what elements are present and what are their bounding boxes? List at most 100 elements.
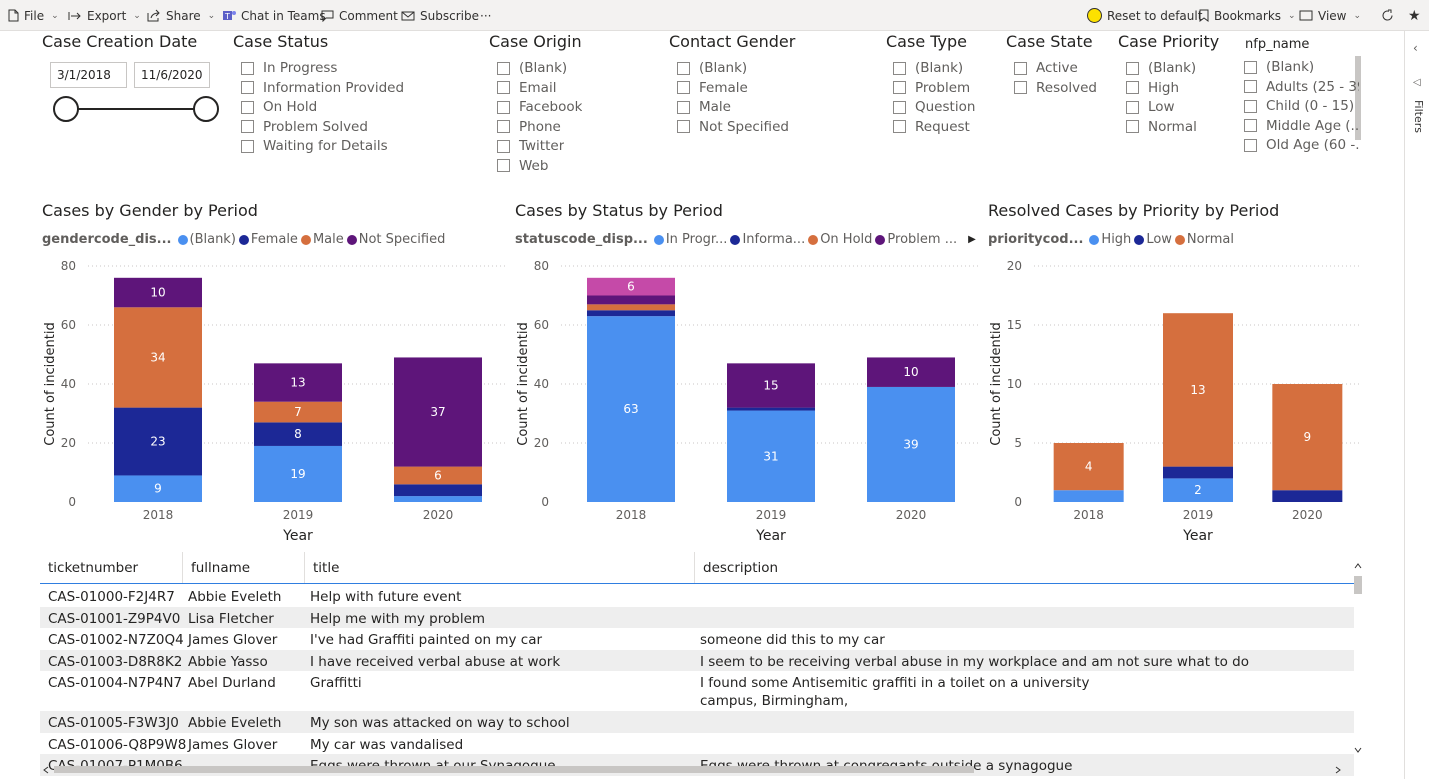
view-menu[interactable]: View ⌄: [1299, 0, 1361, 31]
bar-segment[interactable]: [1053, 443, 1124, 491]
share-menu[interactable]: Share ⌄: [147, 0, 215, 31]
column-header-title[interactable]: title: [305, 552, 695, 583]
slicer-option-state[interactable]: Active: [1014, 60, 1078, 76]
bar-segment[interactable]: [587, 304, 675, 311]
bar-segment[interactable]: [587, 277, 675, 296]
bar-segment[interactable]: [114, 307, 202, 408]
legend-item[interactable]: Informa...: [730, 232, 805, 247]
slicer-option-status[interactable]: Information Provided: [241, 80, 404, 96]
status-bar-chart[interactable]: 0 20 40 60 80 Count of incidentid 63 6 2018 31 15 2…: [511, 256, 981, 546]
checkbox[interactable]: [497, 159, 510, 172]
comment-button[interactable]: Comment: [321, 0, 398, 31]
slicer-option-origin[interactable]: Facebook: [497, 99, 582, 115]
slicer-option-state[interactable]: Resolved: [1014, 80, 1097, 96]
legend-item[interactable]: Female: [238, 232, 298, 247]
legend-item[interactable]: Problem ...: [875, 232, 957, 247]
legend-item[interactable]: Male: [300, 232, 344, 247]
end-date-input[interactable]: 11/6/2020: [134, 62, 210, 88]
slicer-option-gender[interactable]: Female: [677, 80, 748, 96]
checkbox[interactable]: [893, 120, 906, 133]
slicer-option-nfp[interactable]: Child (0 - 15): [1244, 98, 1354, 114]
checkbox[interactable]: [497, 81, 510, 94]
bar-segment[interactable]: [1163, 466, 1233, 479]
column-header-ticketnumber[interactable]: ticketnumber: [40, 552, 183, 583]
checkbox[interactable]: [1126, 61, 1139, 75]
start-date-input[interactable]: 3/1/2018: [50, 62, 127, 88]
slicer-option-type[interactable]: (Blank): [893, 60, 963, 76]
refresh-button[interactable]: [1381, 0, 1394, 31]
reset-to-default-button[interactable]: Reset to default: [1087, 0, 1202, 31]
checkbox[interactable]: [1244, 60, 1257, 74]
slicer-option-type[interactable]: Request: [893, 119, 970, 135]
bar-segment[interactable]: [587, 310, 675, 317]
slicer-option-priority[interactable]: Low: [1126, 99, 1175, 115]
table-vertical-scrollbar[interactable]: [1352, 556, 1364, 766]
checkbox[interactable]: [893, 81, 906, 94]
slicer-option-nfp[interactable]: Old Age (60 -...: [1244, 137, 1359, 153]
legend-item[interactable]: Normal: [1174, 232, 1234, 247]
bar-segment[interactable]: [1053, 490, 1124, 502]
table-row[interactable]: CAS-01004-N7P4N7 Abel Durland Graffitti I f…: [40, 671, 1354, 711]
checkbox[interactable]: [1014, 81, 1027, 94]
date-slider-track[interactable]: [66, 108, 206, 110]
checkbox[interactable]: [677, 120, 690, 133]
slicer-option-origin[interactable]: Phone: [497, 119, 561, 135]
slicer-option-gender[interactable]: Male: [677, 99, 731, 115]
slicer-option-priority[interactable]: High: [1126, 80, 1179, 96]
more-options-button[interactable]: ···: [480, 0, 491, 31]
slicer-option-nfp[interactable]: Middle Age (...: [1244, 118, 1359, 134]
bar-segment[interactable]: [867, 357, 955, 387]
slicer-option-origin[interactable]: (Blank): [497, 60, 567, 76]
table-horizontal-scrollbar[interactable]: [40, 764, 1352, 776]
bar-segment[interactable]: [394, 484, 482, 497]
bar-segment[interactable]: [1163, 478, 1233, 502]
bar-segment[interactable]: [727, 410, 815, 502]
checkbox[interactable]: [241, 120, 254, 133]
priority-bar-chart[interactable]: 0 5 10 15 20 Count of incidentid 4 2018 2 13 2019 9…: [984, 256, 1368, 546]
bar-segment[interactable]: [1163, 313, 1233, 467]
checkbox[interactable]: [497, 139, 510, 153]
bar-segment[interactable]: [394, 466, 482, 485]
legend-item[interactable]: Low: [1134, 232, 1172, 247]
bar-segment[interactable]: [1272, 490, 1343, 502]
subscribe-button[interactable]: Subscribe: [401, 0, 479, 31]
bookmarks-menu[interactable]: Bookmarks ⌄: [1199, 0, 1296, 31]
table-row[interactable]: CAS-01002-N7Z0Q4 James Glover I've had Gra…: [40, 628, 1354, 650]
bar-segment[interactable]: [254, 363, 342, 402]
favorite-button[interactable]: ★: [1408, 0, 1421, 31]
column-header-description[interactable]: description: [703, 559, 779, 576]
slicer-option-gender[interactable]: Not Specified: [677, 119, 789, 135]
slicer-option-status[interactable]: On Hold: [241, 99, 317, 115]
checkbox[interactable]: [1126, 81, 1139, 94]
slicer-option-origin[interactable]: Web: [497, 158, 548, 174]
column-header-fullname[interactable]: fullname: [183, 552, 305, 583]
bar-segment[interactable]: [254, 401, 342, 423]
checkbox[interactable]: [677, 61, 690, 75]
slicer-option-origin[interactable]: Twitter: [497, 138, 564, 154]
slicer-option-gender[interactable]: (Blank): [677, 60, 747, 76]
checkbox[interactable]: [1244, 138, 1257, 152]
bar-segment[interactable]: [254, 445, 342, 502]
checkbox[interactable]: [241, 61, 254, 75]
slicer-option-nfp[interactable]: (Blank): [1244, 59, 1314, 75]
slicer-option-priority[interactable]: Normal: [1126, 119, 1197, 135]
chat-in-teams-button[interactable]: T Chat in Teams: [222, 0, 326, 31]
slicer-option-origin[interactable]: Email: [497, 80, 556, 96]
table-row[interactable]: CAS-01003-D8R8K2 Abbie Yasso I have receiv…: [40, 649, 1354, 671]
legend-item[interactable]: In Progr...: [653, 232, 727, 247]
slicer-option-nfp[interactable]: Adults (25 - 39): [1244, 79, 1359, 95]
date-slider-end-handle[interactable]: [193, 96, 219, 122]
filters-pane-label[interactable]: Filters: [1412, 100, 1425, 133]
file-menu[interactable]: File ⌄: [8, 0, 59, 31]
bar-segment[interactable]: [114, 475, 202, 502]
export-menu[interactable]: Export ⌄: [68, 0, 141, 31]
bar-segment[interactable]: [1272, 384, 1343, 491]
date-slider-start-handle[interactable]: [53, 96, 79, 122]
checkbox[interactable]: [241, 100, 254, 114]
filters-pane[interactable]: ‹ ◁: [1404, 31, 1429, 779]
table-row[interactable]: CAS-01001-Z9P4V0 Lisa Fletcher Help me wit…: [40, 606, 1354, 628]
bar-segment[interactable]: [114, 277, 202, 308]
legend-next-icon[interactable]: ▶: [968, 234, 976, 245]
slicer-option-priority[interactable]: (Blank): [1126, 60, 1196, 76]
table-row[interactable]: CAS-01005-F3W3J0 Abbie Eveleth My son was …: [40, 711, 1354, 733]
